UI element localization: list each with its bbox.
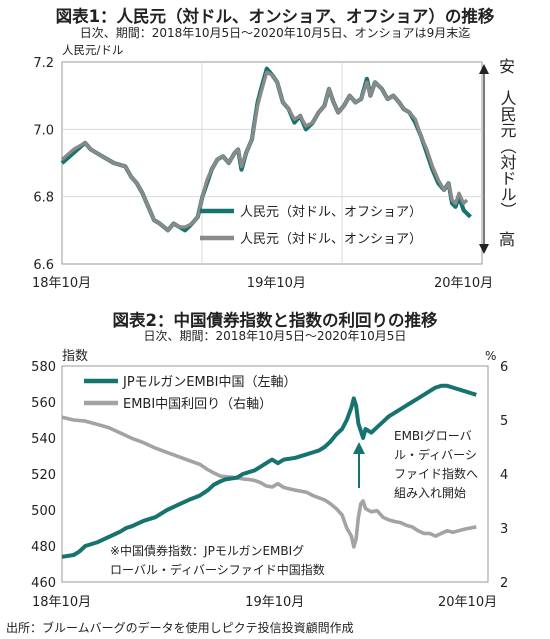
x-tick-label: 19年10月 (245, 595, 304, 610)
y-tick-label-left: 480 (31, 540, 56, 555)
chart1-y-ticks: 7.2 7.0 6.8 6.6 (33, 56, 54, 273)
x-tick-label: 20年10月 (434, 276, 493, 291)
y-tick-label-left: 460 (31, 576, 56, 591)
x-tick-label: 19年10月 (247, 276, 306, 291)
y-tick-label: 6.6 (33, 258, 54, 273)
y-tick-label: 7.0 (33, 123, 54, 138)
chart2-ylabel-right: % (485, 349, 496, 363)
y-tick-label-right: 4 (500, 468, 508, 483)
source-note: 出所：ブルームバーグのデータを使用しピクテ投信投資顧問作成 (6, 621, 354, 635)
chart1: 人民元/ドル 7.2 7.0 6.8 6.6 18年10月 19年10月 20年10月 人… (32, 43, 517, 291)
chart1-subtitle: 日次、期間：2018年10月5日～2020年10月5日、オンショアは9月末迄 (79, 26, 471, 40)
y-tick-label-left: 560 (31, 396, 56, 411)
chart1-legend: 人民元（対ドル、オフショア） 人民元（対ドル、オンショア） (200, 205, 422, 247)
y-tick-label-left: 520 (31, 468, 56, 483)
chart2-annotation: EMBIグローバ ル・ディバーシ ファイド指数へ 組み入れ開始 (353, 429, 478, 500)
note-line-1: ※中国債券指数：JPモルガンEMBIグ (110, 543, 304, 558)
legend-label-index: JPモルガンEMBI中国（左軸） (122, 375, 296, 390)
legend-label-yield: EMBI中国利回り（右軸） (123, 397, 272, 412)
chart1-grid (62, 62, 482, 264)
x-tick-label: 18年10月 (32, 276, 91, 291)
y-tick-label-right: 6 (500, 360, 508, 375)
y-tick-label-left: 500 (31, 504, 56, 519)
y-tick-label-right: 2 (500, 576, 508, 591)
chart1-title: 図表1：人民元（対ドル、オンショア、オフショア）の推移 (55, 7, 495, 26)
chart1-lines (60, 66, 472, 233)
annotation-line-1: EMBIグローバ (394, 429, 472, 443)
chart2-title: 図表2：中国債券指数と指数の利回りの推移 (112, 311, 438, 330)
y-tick-label-left: 540 (31, 432, 56, 447)
chart2-x-ticks: 18年10月 19年10月 20年10月 (32, 595, 497, 610)
arrow-up-icon (479, 64, 489, 74)
x-tick-label: 20年10月 (438, 595, 497, 610)
chart2-legend: JPモルガンEMBI中国（左軸） EMBI中国利回り（右軸） (84, 375, 296, 412)
chart1-right-annotation: 安 人民元（対ドル） 高 (479, 57, 517, 254)
chart2-y-ticks-left: 580 560 540 520 500 480 460 (31, 360, 56, 591)
chart1-x-ticks: 18年10月 19年10月 20年10月 (32, 276, 493, 291)
note-line-2: ローバル・ディバーシファイド中国指数 (110, 562, 325, 577)
chart2-frame (61, 365, 489, 583)
series-yield-line (61, 415, 477, 549)
annotation-cheap: 安 (499, 57, 515, 76)
legend-label-offshore: 人民元（対ドル、オフショア） (240, 205, 422, 220)
chart2-subtitle: 日次、期間：2018年10月5日～2020年10月5日 (143, 329, 407, 343)
series-onshore-line (60, 70, 469, 232)
chart1-ylabel: 人民元/ドル (62, 43, 123, 57)
chart2-lines (61, 383, 477, 559)
y-tick-label-right: 5 (500, 414, 508, 429)
annotation-line-4: 組み入れ開始 (394, 486, 466, 500)
chart2-y-ticks-right: 6 5 4 3 2 (500, 360, 508, 591)
y-tick-label-left: 580 (31, 360, 56, 375)
y-tick-label-right: 3 (500, 522, 508, 537)
y-tick-label: 7.2 (33, 56, 54, 71)
arrow-up-icon (353, 442, 365, 454)
annotation-line-2: ル・ディバーシ (394, 447, 477, 462)
annotation-vertical-label: 人民元（対ドル） (498, 90, 517, 218)
chart2-note: ※中国債券指数：JPモルガンEMBIグ ローバル・ディバーシファイド中国指数 (110, 543, 325, 577)
y-tick-label: 6.8 (33, 191, 54, 206)
legend-label-onshore: 人民元（対ドル、オンショア） (240, 232, 422, 247)
series-index-line (61, 383, 477, 559)
annotation-line-3: ファイド指数へ (394, 466, 478, 481)
annotation-expensive: 高 (499, 230, 515, 249)
x-tick-label: 18年10月 (32, 595, 91, 610)
arrow-down-icon (479, 244, 489, 254)
chart2-ylabel-left: 指数 (62, 349, 88, 364)
